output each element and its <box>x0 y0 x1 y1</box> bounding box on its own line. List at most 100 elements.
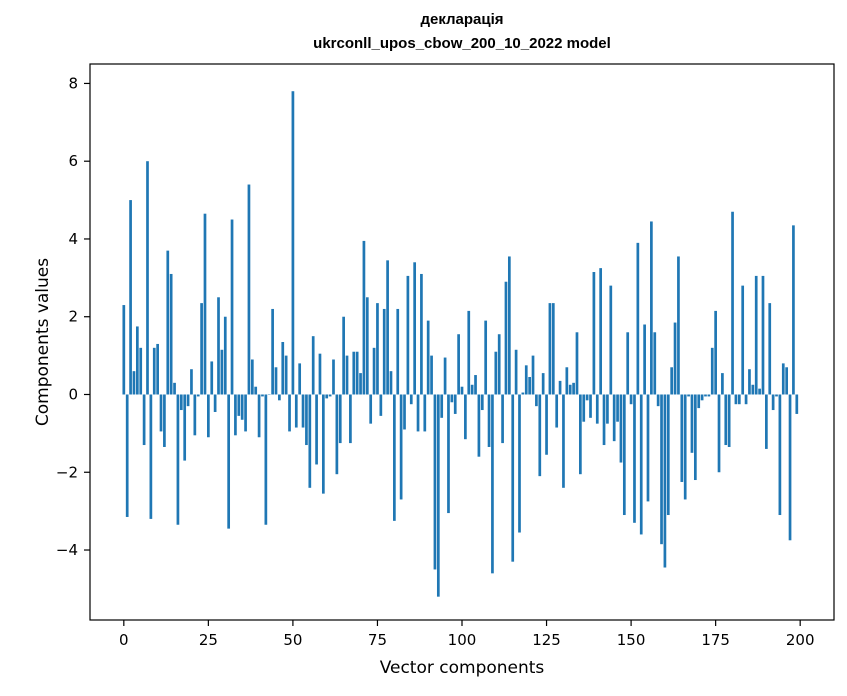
bar-11 <box>159 394 163 432</box>
bar-123 <box>538 394 542 477</box>
bar-149 <box>626 332 630 395</box>
x-axis-label: Vector components <box>379 658 545 678</box>
bar-131 <box>565 367 569 395</box>
y-axis-label: Components values <box>33 257 53 427</box>
bar-94 <box>440 394 444 418</box>
bar-144 <box>609 285 613 395</box>
bar-120 <box>528 376 531 395</box>
bar-14 <box>169 273 173 395</box>
bar-111 <box>497 334 501 395</box>
y-tick-label: 8 <box>68 74 78 92</box>
bar-190 <box>765 394 768 449</box>
bar-135 <box>579 394 582 475</box>
bar-41 <box>261 394 264 397</box>
bar-164 <box>677 256 680 395</box>
bar-136 <box>582 394 586 422</box>
bar-114 <box>507 256 511 395</box>
bar-176 <box>717 394 721 473</box>
bar-161 <box>666 394 670 516</box>
bar-36 <box>244 394 247 432</box>
bar-196 <box>785 367 789 395</box>
bar-31 <box>227 394 231 529</box>
x-tick-label: 125 <box>532 631 561 649</box>
bar-143 <box>606 394 609 424</box>
bar-110 <box>494 351 498 395</box>
bar-119 <box>524 365 528 395</box>
bar-5 <box>139 347 143 395</box>
bar-197 <box>788 394 792 541</box>
bar-16 <box>176 394 180 525</box>
bar-38 <box>250 359 254 395</box>
bar-83 <box>403 394 406 430</box>
bar-29 <box>220 349 224 395</box>
bar-140 <box>595 394 599 424</box>
bar-12 <box>163 394 166 447</box>
bar-126 <box>548 303 552 395</box>
y-tick-label: 6 <box>68 152 78 170</box>
bar-40 <box>257 394 261 438</box>
y-tick-label: −4 <box>56 541 78 559</box>
bar-152 <box>636 242 640 395</box>
bar-53 <box>301 394 305 428</box>
bar-116 <box>514 349 518 395</box>
bar-117 <box>518 394 521 533</box>
bar-95 <box>443 357 447 395</box>
bar-185 <box>748 369 751 395</box>
bar-178 <box>724 394 728 446</box>
bar-34 <box>237 394 241 416</box>
bar-15 <box>173 382 176 395</box>
bar-42 <box>264 394 268 525</box>
bar-133 <box>572 382 575 395</box>
bar-61 <box>328 394 332 397</box>
bar-129 <box>558 380 562 395</box>
bar-160 <box>663 394 667 568</box>
bar-87 <box>416 394 420 432</box>
bar-45 <box>274 367 278 395</box>
bar-191 <box>768 303 772 395</box>
bar-187 <box>754 275 758 395</box>
bar-108 <box>487 394 491 447</box>
bar-9 <box>152 347 156 395</box>
bar-19 <box>186 394 190 407</box>
bar-141 <box>599 268 603 395</box>
x-tick-label: 150 <box>617 631 646 649</box>
bar-8 <box>149 394 153 519</box>
bar-180 <box>731 211 734 395</box>
bar-97 <box>450 394 454 403</box>
bar-189 <box>761 275 765 395</box>
bar-159 <box>660 394 663 545</box>
y-tick-label: 4 <box>68 230 78 248</box>
bar-59 <box>321 394 325 494</box>
bar-1 <box>125 394 129 517</box>
bar-28 <box>217 297 220 395</box>
bar-124 <box>541 373 545 395</box>
x-tick-label: 50 <box>283 631 302 649</box>
bar-184 <box>744 394 748 405</box>
bar-155 <box>646 394 650 502</box>
bar-151 <box>633 394 636 523</box>
bar-112 <box>501 394 504 444</box>
bar-24 <box>203 213 207 395</box>
bar-138 <box>589 394 592 418</box>
bar-130 <box>562 394 565 488</box>
bar-198 <box>792 225 795 395</box>
bar-100 <box>460 386 464 395</box>
bar-4 <box>135 326 139 395</box>
bar-174 <box>710 347 714 395</box>
bar-73 <box>369 394 373 424</box>
bar-122 <box>535 394 538 407</box>
bar-63 <box>335 394 339 475</box>
bar-127 <box>551 303 555 395</box>
bar-158 <box>656 394 660 407</box>
bar-66 <box>345 355 349 395</box>
bar-89 <box>423 394 427 432</box>
bar-21 <box>193 394 197 436</box>
bar-167 <box>687 394 690 397</box>
bar-157 <box>653 332 657 395</box>
bar-3 <box>132 371 136 395</box>
bar-0 <box>122 305 126 395</box>
bar-148 <box>622 394 626 516</box>
bar-56 <box>311 336 315 395</box>
bar-193 <box>775 394 778 397</box>
